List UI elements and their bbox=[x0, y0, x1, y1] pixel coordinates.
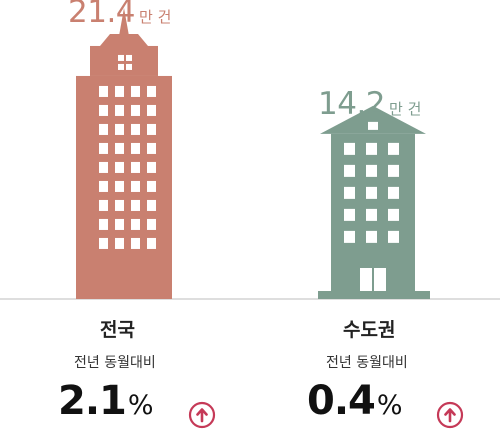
building-national-window bbox=[147, 237, 156, 249]
building-capital-window bbox=[366, 186, 377, 199]
building-national-window bbox=[115, 180, 124, 192]
building-national-top-window bbox=[118, 54, 124, 61]
building-national-window bbox=[147, 142, 156, 154]
building-capital-window bbox=[344, 186, 355, 199]
building-capital-roof bbox=[320, 105, 426, 134]
building-national-window bbox=[99, 123, 108, 135]
pct-sign-capital: % bbox=[376, 390, 403, 421]
building-national-top-window bbox=[126, 63, 132, 70]
building-capital-window bbox=[388, 142, 399, 155]
building-national-window bbox=[131, 180, 140, 192]
building-national-window bbox=[147, 85, 156, 97]
building-national-window bbox=[131, 199, 140, 211]
building-capital-window bbox=[344, 164, 355, 177]
value-unit-capital: 만 건 bbox=[389, 100, 422, 118]
building-national-top-window bbox=[118, 63, 124, 70]
pct-change-national: 2.1% bbox=[58, 378, 154, 424]
building-national-window bbox=[115, 123, 124, 135]
building-national-window bbox=[115, 85, 124, 97]
region-label-capital: 수도권 bbox=[343, 319, 396, 341]
pct-change-capital: 0.4% bbox=[307, 378, 403, 424]
arrow-up-circle-icon bbox=[188, 401, 216, 429]
building-national-roof bbox=[100, 33, 148, 46]
value-unit-national: 만 건 bbox=[139, 8, 172, 26]
pct-sign-national: % bbox=[127, 390, 154, 421]
building-capital-door-split bbox=[372, 268, 374, 291]
building-capital-roof-window bbox=[368, 121, 378, 130]
building-capital-base bbox=[318, 291, 430, 299]
building-national-window bbox=[147, 180, 156, 192]
value-label-capital: 14.2 만 건 bbox=[318, 86, 421, 122]
compare-caption-capital: 전년 동월대비 bbox=[326, 355, 408, 371]
building-national-window bbox=[131, 85, 140, 97]
building-national-window bbox=[99, 180, 108, 192]
building-national-window bbox=[115, 104, 124, 116]
value-number-capital: 14.2 bbox=[318, 86, 386, 122]
building-national-window bbox=[131, 161, 140, 173]
building-national-window bbox=[99, 85, 108, 97]
building-national-window bbox=[147, 104, 156, 116]
building-national-window bbox=[115, 161, 124, 173]
compare-caption-national: 전년 동월대비 bbox=[74, 355, 156, 371]
region-label-national: 전국 bbox=[100, 319, 135, 341]
building-national-window bbox=[115, 142, 124, 154]
building-national-window bbox=[131, 123, 140, 135]
building-national-window bbox=[147, 161, 156, 173]
building-capital-window bbox=[366, 230, 377, 243]
building-capital-window bbox=[388, 208, 399, 221]
arrow-up-circle-icon bbox=[436, 401, 464, 429]
building-national-window bbox=[99, 142, 108, 154]
building-national-window bbox=[147, 218, 156, 230]
building-capital-window bbox=[366, 164, 377, 177]
building-national-window bbox=[115, 237, 124, 249]
building-national-top-window bbox=[126, 54, 132, 61]
building-national-window bbox=[99, 218, 108, 230]
building-national-window bbox=[115, 218, 124, 230]
building-capital-window bbox=[366, 208, 377, 221]
building-national-window bbox=[99, 104, 108, 116]
building-national-window bbox=[99, 161, 108, 173]
building-capital-window bbox=[344, 142, 355, 155]
building-capital-window bbox=[366, 142, 377, 155]
building-capital-window bbox=[344, 208, 355, 221]
value-number-national: 21.4 bbox=[68, 0, 136, 30]
building-national-window bbox=[131, 218, 140, 230]
building-capital-window bbox=[388, 164, 399, 177]
building-capital-window bbox=[388, 230, 399, 243]
building-national-window bbox=[99, 237, 108, 249]
building-capital-window bbox=[344, 230, 355, 243]
building-national-window bbox=[99, 199, 108, 211]
value-label-national: 21.4 만 건 bbox=[68, 0, 171, 30]
pct-number-national: 2.1 bbox=[58, 378, 127, 424]
pct-number-capital: 0.4 bbox=[307, 378, 376, 424]
building-national-window bbox=[147, 123, 156, 135]
building-national-window bbox=[147, 199, 156, 211]
building-national-window bbox=[131, 142, 140, 154]
building-national-window bbox=[131, 104, 140, 116]
building-national-spire bbox=[119, 7, 129, 36]
building-national-window bbox=[115, 199, 124, 211]
building-capital-window bbox=[388, 186, 399, 199]
building-national-window bbox=[131, 237, 140, 249]
